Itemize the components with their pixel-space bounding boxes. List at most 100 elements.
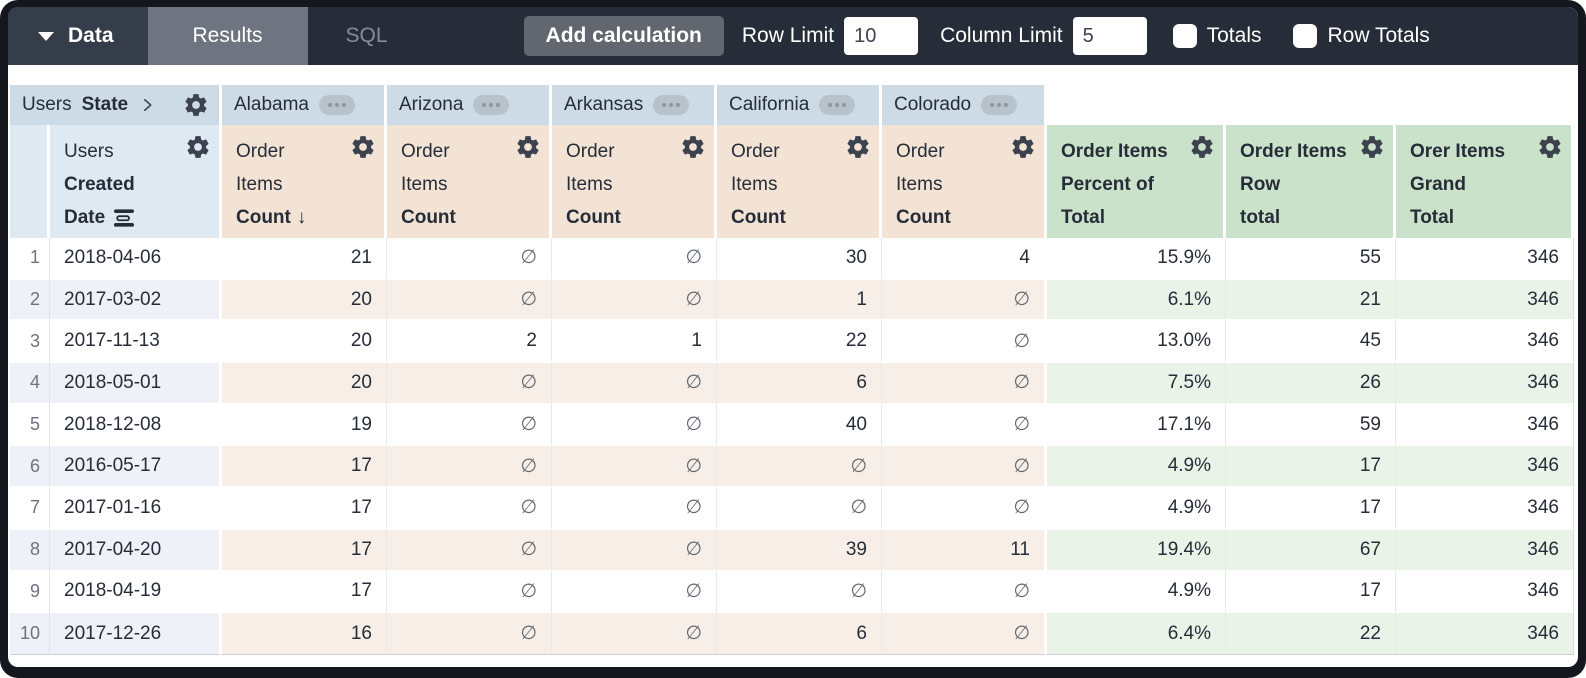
grand-total-cell[interactable]: 346 bbox=[1396, 238, 1574, 280]
count-cell-alabama[interactable]: 17 bbox=[222, 571, 387, 614]
count-cell-alabama[interactable]: 20 bbox=[222, 279, 387, 322]
percent-of-total-cell[interactable]: 6.4% bbox=[1047, 613, 1226, 655]
percent-of-total-cell[interactable]: 13.0% bbox=[1047, 321, 1226, 364]
date-group-icon[interactable] bbox=[113, 208, 135, 228]
measure-header-alabama-count[interactable]: Order Items Count ↓ bbox=[222, 125, 387, 238]
count-cell-alabama[interactable]: 17 bbox=[222, 488, 387, 530]
count-cell-colorado[interactable]: ∅ bbox=[882, 279, 1047, 322]
percent-of-total-cell[interactable]: 4.9% bbox=[1047, 446, 1226, 489]
tab-sql[interactable]: SQL bbox=[345, 24, 388, 47]
pivot-value-arizona[interactable]: Arizona bbox=[387, 85, 552, 125]
calc-header-percent-of-total[interactable]: Order Items Percent of Total bbox=[1047, 125, 1226, 238]
count-cell-alabama[interactable]: 21 bbox=[222, 238, 387, 280]
count-cell-alabama[interactable]: 17 bbox=[222, 446, 387, 489]
ellipsis-menu-icon[interactable] bbox=[319, 95, 355, 115]
add-calculation-button[interactable]: Add calculation bbox=[523, 16, 724, 56]
count-cell-california[interactable]: ∅ bbox=[717, 488, 882, 530]
count-cell-colorado[interactable]: ∅ bbox=[882, 488, 1047, 530]
date-cell[interactable]: 2017-04-20 bbox=[50, 529, 222, 572]
percent-of-total-cell[interactable]: 15.9% bbox=[1047, 238, 1226, 280]
count-cell-arizona[interactable]: 2 bbox=[387, 321, 552, 364]
row-limit-input[interactable] bbox=[844, 17, 919, 55]
count-cell-colorado[interactable]: ∅ bbox=[882, 321, 1047, 364]
percent-of-total-cell[interactable]: 17.1% bbox=[1047, 404, 1226, 447]
date-cell[interactable]: 2017-11-13 bbox=[50, 321, 222, 364]
count-cell-arizona[interactable]: ∅ bbox=[387, 529, 552, 572]
count-cell-arizona[interactable]: ∅ bbox=[387, 404, 552, 447]
date-cell[interactable]: 2018-05-01 bbox=[50, 363, 222, 405]
count-cell-california[interactable]: 6 bbox=[717, 613, 882, 655]
row-total-cell[interactable]: 55 bbox=[1226, 238, 1396, 280]
date-cell[interactable]: 2017-12-26 bbox=[50, 613, 222, 655]
count-cell-arkansas[interactable]: ∅ bbox=[552, 279, 717, 322]
row-total-cell[interactable]: 17 bbox=[1226, 571, 1396, 614]
gear-icon[interactable] bbox=[350, 134, 376, 160]
gear-icon[interactable] bbox=[1359, 134, 1385, 160]
ellipsis-menu-icon[interactable] bbox=[653, 95, 690, 115]
date-cell[interactable]: 2017-03-02 bbox=[50, 279, 222, 322]
count-cell-california[interactable]: 6 bbox=[717, 363, 882, 405]
percent-of-total-cell[interactable]: 4.9% bbox=[1047, 571, 1226, 614]
calc-header-row-total[interactable]: Order Items Row total bbox=[1226, 125, 1396, 238]
row-total-cell[interactable]: 21 bbox=[1226, 279, 1396, 322]
count-cell-california[interactable]: 39 bbox=[717, 529, 882, 572]
ellipsis-menu-icon[interactable] bbox=[473, 95, 510, 115]
dimension-header-users-created-date[interactable]: Users Created Date bbox=[50, 125, 222, 238]
gear-icon[interactable] bbox=[1189, 134, 1215, 160]
count-cell-arkansas[interactable]: ∅ bbox=[552, 613, 717, 655]
count-cell-california[interactable]: ∅ bbox=[717, 571, 882, 614]
count-cell-colorado[interactable]: 4 bbox=[882, 238, 1047, 280]
count-cell-alabama[interactable]: 16 bbox=[222, 613, 387, 655]
count-cell-california[interactable]: 30 bbox=[717, 238, 882, 280]
grand-total-cell[interactable]: 346 bbox=[1396, 613, 1574, 655]
count-cell-arizona[interactable]: ∅ bbox=[387, 613, 552, 655]
totals-checkbox[interactable] bbox=[1172, 24, 1197, 48]
count-cell-alabama[interactable]: 20 bbox=[222, 363, 387, 405]
date-cell[interactable]: 2018-12-08 bbox=[50, 404, 222, 447]
grand-total-cell[interactable]: 346 bbox=[1396, 571, 1574, 614]
gear-icon[interactable] bbox=[515, 134, 541, 160]
row-total-cell[interactable]: 59 bbox=[1226, 404, 1396, 447]
gear-icon[interactable] bbox=[185, 134, 211, 160]
count-cell-colorado[interactable]: ∅ bbox=[882, 446, 1047, 489]
count-cell-arkansas[interactable]: ∅ bbox=[552, 404, 717, 447]
count-cell-arkansas[interactable]: ∅ bbox=[552, 363, 717, 405]
row-total-cell[interactable]: 17 bbox=[1226, 446, 1396, 489]
measure-header-arkansas-count[interactable]: Order Items Count bbox=[552, 125, 717, 238]
percent-of-total-cell[interactable]: 4.9% bbox=[1047, 488, 1226, 530]
ellipsis-menu-icon[interactable] bbox=[981, 95, 1018, 115]
date-cell[interactable]: 2016-05-17 bbox=[50, 446, 222, 489]
count-cell-colorado[interactable]: ∅ bbox=[882, 404, 1047, 447]
count-cell-arkansas[interactable]: ∅ bbox=[552, 529, 717, 572]
percent-of-total-cell[interactable]: 19.4% bbox=[1047, 529, 1226, 572]
count-cell-alabama[interactable]: 20 bbox=[222, 321, 387, 364]
count-cell-arizona[interactable]: ∅ bbox=[387, 238, 552, 280]
count-cell-colorado[interactable]: ∅ bbox=[882, 613, 1047, 655]
grand-total-cell[interactable]: 346 bbox=[1396, 363, 1574, 405]
grand-total-cell[interactable]: 346 bbox=[1396, 529, 1574, 572]
count-cell-colorado[interactable]: ∅ bbox=[882, 571, 1047, 614]
count-cell-colorado[interactable]: ∅ bbox=[882, 363, 1047, 405]
grand-total-cell[interactable]: 346 bbox=[1396, 321, 1574, 364]
count-cell-arizona[interactable]: ∅ bbox=[387, 279, 552, 322]
grand-total-cell[interactable]: 346 bbox=[1396, 404, 1574, 447]
count-cell-arizona[interactable]: ∅ bbox=[387, 446, 552, 489]
gear-icon[interactable] bbox=[845, 134, 871, 160]
ellipsis-menu-icon[interactable] bbox=[819, 95, 856, 115]
gear-icon[interactable] bbox=[1010, 134, 1036, 160]
date-cell[interactable]: 2018-04-19 bbox=[50, 571, 222, 614]
measure-header-california-count[interactable]: Order Items Count bbox=[717, 125, 882, 238]
count-cell-arkansas[interactable]: ∅ bbox=[552, 446, 717, 489]
count-cell-alabama[interactable]: 19 bbox=[222, 404, 387, 447]
grand-total-cell[interactable]: 346 bbox=[1396, 279, 1574, 322]
count-cell-arizona[interactable]: ∅ bbox=[387, 571, 552, 614]
count-cell-alabama[interactable]: 17 bbox=[222, 529, 387, 572]
grand-total-cell[interactable]: 346 bbox=[1396, 488, 1574, 530]
percent-of-total-cell[interactable]: 7.5% bbox=[1047, 363, 1226, 405]
count-cell-california[interactable]: 40 bbox=[717, 404, 882, 447]
calc-header-grand-total[interactable]: Orer Items Grand Total bbox=[1396, 125, 1574, 238]
row-totals-checkbox[interactable] bbox=[1293, 24, 1318, 48]
count-cell-arizona[interactable]: ∅ bbox=[387, 488, 552, 530]
date-cell[interactable]: 2018-04-06 bbox=[50, 238, 222, 280]
gear-icon[interactable] bbox=[1537, 134, 1563, 160]
